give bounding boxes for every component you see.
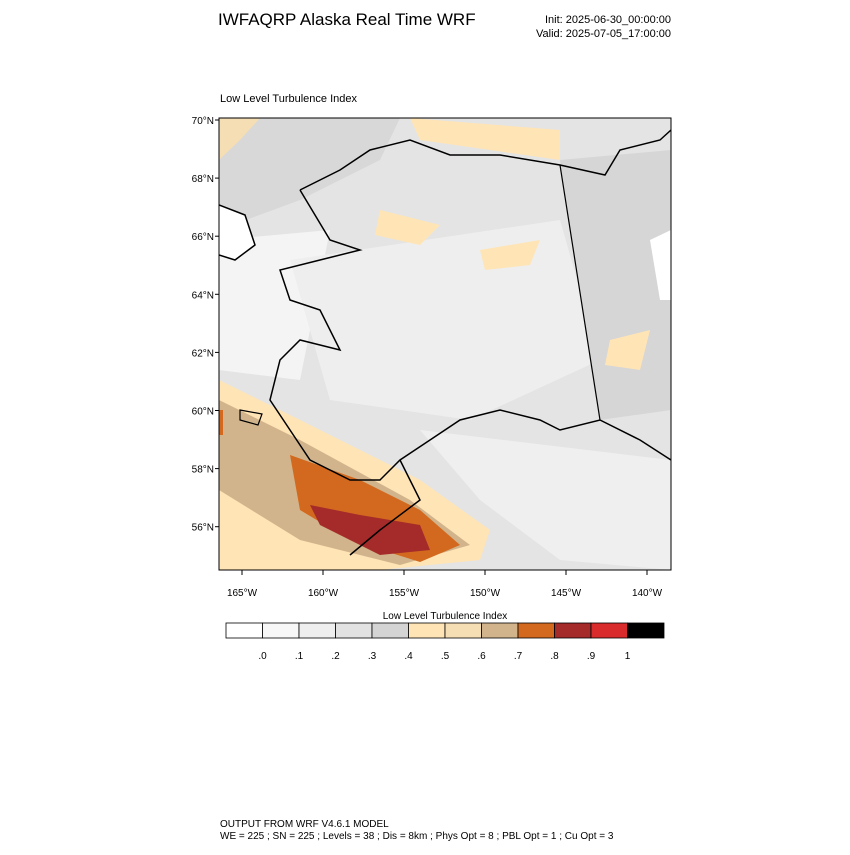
colorbar-box <box>335 622 373 639</box>
footer-line: OUTPUT FROM WRF V4.6.1 MODEL <box>220 819 389 830</box>
colorbar-label: .9 <box>587 651 596 662</box>
lon-label: 140°W <box>632 588 663 599</box>
colorbar-box <box>481 622 519 639</box>
lat-labels: 70°N 68°N 66°N 64°N 62°N 60°N 58°N 56°N <box>192 116 219 534</box>
colorbar-box <box>554 622 592 639</box>
lat-label: 56°N <box>192 523 214 534</box>
lat-label: 66°N <box>192 232 214 243</box>
lon-label: 160°W <box>308 588 339 599</box>
colorbar-label: .5 <box>441 651 450 662</box>
colorbar-title: Low Level Turbulence Index <box>383 611 508 622</box>
colorbar-label: .8 <box>550 651 559 662</box>
colorbar-label: .0 <box>258 651 267 662</box>
colorbar-label: .2 <box>331 651 340 662</box>
lat-label: 58°N <box>192 465 214 476</box>
colorbar-box <box>444 622 482 639</box>
colorbar-label: .7 <box>514 651 523 662</box>
colorbar-box <box>590 622 628 639</box>
valid-time: Valid: 2025-07-05_17:00:00 <box>536 28 671 40</box>
colorbar-box <box>298 622 336 639</box>
lat-label: 70°N <box>192 116 214 127</box>
map-field <box>219 118 671 570</box>
lon-label: 145°W <box>551 588 582 599</box>
title: IWFAQRP Alaska Real Time WRF <box>218 10 476 29</box>
colorbar-box <box>225 622 263 639</box>
colorbar-label: .4 <box>404 651 413 662</box>
colorbar-box <box>371 622 409 639</box>
init-time: Init: 2025-06-30_00:00:00 <box>545 14 671 26</box>
colorbar-label: .3 <box>368 651 377 662</box>
colorbar-box <box>627 622 665 639</box>
lat-label: 62°N <box>192 348 214 359</box>
colorbar-box <box>517 622 555 639</box>
lat-label: 64°N <box>192 290 214 301</box>
lon-label: 150°W <box>470 588 501 599</box>
map-frame <box>218 117 672 571</box>
colorbar-label: .1 <box>295 651 304 662</box>
colorbar-box <box>262 622 300 639</box>
colorbar-label: .6 <box>477 651 486 662</box>
lon-labels: 165°W 160°W 155°W 150°W 145°W 140°W <box>227 570 663 599</box>
lon-label: 155°W <box>389 588 420 599</box>
colorbar-label: 1 <box>625 651 631 662</box>
lat-label: 68°N <box>192 174 214 185</box>
colorbar: .0 .1 .2 .3 .4 .5 .6 .7 .8 .9 1 <box>225 622 665 662</box>
footer-line: WE = 225 ; SN = 225 ; Levels = 38 ; Dis … <box>220 831 614 842</box>
lat-label: 60°N <box>192 407 214 418</box>
colorbar-box <box>408 622 446 639</box>
lon-label: 165°W <box>227 588 258 599</box>
map-title: Low Level Turbulence Index <box>220 93 357 105</box>
